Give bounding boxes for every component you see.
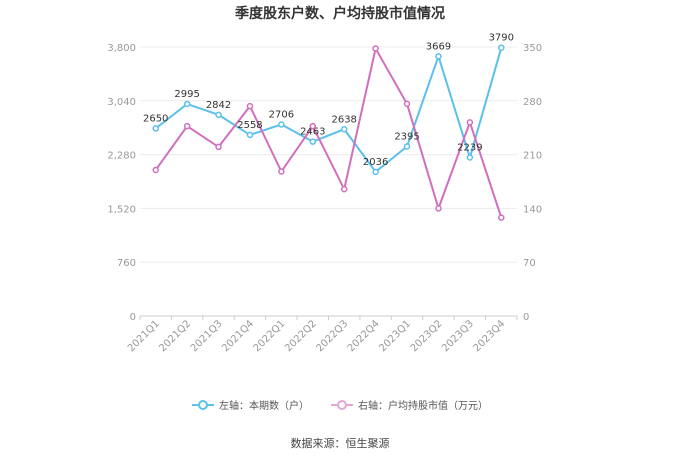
- left-axis-tick-label: 3,800: [107, 43, 136, 54]
- chart-title: 季度股东户数、户均持股市值情况: [235, 6, 445, 22]
- left-axis-tick-label: 3,040: [107, 97, 136, 108]
- right-axis-tick-label: 0: [523, 312, 529, 323]
- data-label: 2638: [331, 114, 356, 125]
- data-label: 2036: [363, 157, 388, 168]
- x-axis-tick-label: 2023Q4: [472, 318, 508, 354]
- data-point-left: [372, 168, 379, 176]
- data-point-right: [403, 100, 411, 108]
- data-point-left: [498, 44, 505, 51]
- left-axis-tick-label: 0: [130, 312, 136, 323]
- data-label: 2842: [206, 100, 231, 111]
- x-axis-tick-label: 2022Q2: [283, 318, 319, 354]
- data-label: 2706: [269, 109, 294, 120]
- x-axis-tick-label: 2023Q3: [440, 318, 476, 354]
- data-point-left: [183, 100, 191, 108]
- data-label: 2239: [457, 143, 482, 154]
- data-point-right: [215, 143, 222, 151]
- data-label: 2558: [237, 120, 262, 131]
- left-axis-tick-label: 1,520: [107, 204, 136, 215]
- data-point-right: [309, 122, 317, 130]
- x-axis-tick-label: 2021Q1: [126, 318, 162, 354]
- legend-label-right-series: 右轴：户均持股市值（万元）: [358, 401, 488, 412]
- legend-item-right-series[interactable]: 右轴：户均持股市值（万元）: [331, 397, 488, 412]
- legend-item-left-series[interactable]: 左轴：本期数（户）: [192, 397, 309, 412]
- data-point-right: [246, 102, 254, 110]
- data-label: 3790: [489, 33, 514, 44]
- x-axis-tick-label: 2023Q2: [409, 318, 445, 354]
- data-point-left: [466, 154, 474, 161]
- data-point-right: [183, 122, 191, 130]
- data-point-left: [309, 138, 317, 145]
- x-axis-tick-label: 2022Q3: [314, 318, 350, 354]
- data-label: 2650: [143, 113, 168, 124]
- right-axis-tick-label: 210: [523, 151, 542, 162]
- data-source-note: 数据来源：恒生聚源: [290, 437, 390, 450]
- right-axis-tick-label: 140: [523, 204, 542, 215]
- data-point-left: [435, 53, 442, 60]
- data-point-right: [152, 166, 159, 174]
- right-axis-tick-label: 70: [523, 258, 536, 269]
- data-point-left: [340, 126, 348, 133]
- x-axis-tick-label: 2022Q4: [346, 318, 382, 354]
- data-point-left: [278, 121, 285, 128]
- left-axis-tick-label: 2,280: [107, 151, 136, 162]
- right-axis-tick-label: 350: [523, 43, 542, 54]
- series-line-left: [155, 47, 503, 174]
- legend-swatch-left-series: [192, 399, 214, 410]
- data-point-right: [372, 45, 379, 52]
- x-axis-tick-label: 2023Q1: [377, 318, 413, 354]
- left-axis-tick-label: 760: [117, 258, 136, 269]
- data-point-left: [246, 131, 254, 139]
- data-point-right: [435, 205, 442, 212]
- right-axis-tick-label: 280: [523, 97, 542, 108]
- data-point-left: [152, 125, 159, 132]
- data-label: 2395: [394, 131, 419, 142]
- data-point-right: [278, 168, 285, 175]
- data-point-left: [215, 111, 222, 119]
- x-axis-tick-label: 2021Q4: [220, 318, 256, 354]
- x-axis-tick-label: 2022Q1: [252, 318, 288, 354]
- chart-legend: 左轴：本期数（户） 右轴：户均持股市值（万元）: [0, 397, 680, 412]
- legend-label-left-series: 左轴：本期数（户）: [219, 401, 309, 412]
- x-axis-tick-label: 2021Q3: [189, 318, 225, 354]
- data-label: 3669: [426, 41, 451, 52]
- data-point-left: [403, 143, 411, 150]
- legend-swatch-right-series: [331, 399, 353, 410]
- x-axis-tick-label: 2021Q2: [157, 318, 193, 354]
- data-label: 2463: [300, 127, 325, 138]
- data-label: 2995: [174, 89, 199, 100]
- data-point-right: [466, 119, 474, 126]
- data-point-right: [340, 185, 348, 193]
- series-line-right: [154, 45, 503, 218]
- data-point-right: [498, 214, 505, 221]
